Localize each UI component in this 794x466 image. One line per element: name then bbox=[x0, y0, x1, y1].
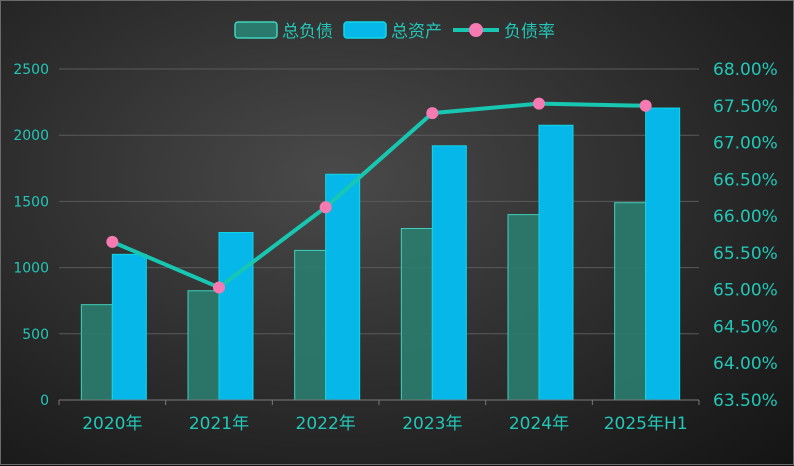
bar-liability bbox=[400, 228, 433, 401]
point-ratio bbox=[106, 235, 119, 248]
bar-asset bbox=[645, 107, 681, 401]
y-left-tick-label: 500 bbox=[22, 327, 49, 343]
y-right-tick-label: 64.00% bbox=[713, 354, 778, 374]
bar-liability bbox=[294, 249, 327, 401]
y-right-tick-label: 66.50% bbox=[713, 170, 778, 190]
legend-swatch-asset bbox=[343, 21, 387, 39]
axis-layer: 0 500 1000 1500 2000 2500 63.50% 64.00% 64.50% 65… bbox=[13, 60, 777, 434]
y-right-tick-label: 67.00% bbox=[713, 134, 778, 154]
y-right-tick-label: 66.00% bbox=[713, 207, 778, 227]
bar-liability bbox=[614, 202, 647, 401]
bar-liability bbox=[80, 304, 113, 401]
y-left-tick-label: 2500 bbox=[13, 62, 49, 78]
legend-label-liability: 总负债 bbox=[282, 22, 333, 42]
point-ratio bbox=[213, 281, 225, 294]
bar-asset bbox=[218, 232, 254, 401]
bar-asset bbox=[325, 173, 361, 401]
y-right-tick-label: 65.00% bbox=[713, 281, 778, 301]
y-right-tick-label: 64.50% bbox=[713, 317, 778, 337]
bar-liability bbox=[187, 290, 220, 401]
y-right-tick-label: 67.50% bbox=[713, 97, 778, 117]
point-ratio bbox=[639, 99, 652, 112]
line-layer bbox=[106, 97, 652, 294]
legend-label-asset: 总资产 bbox=[391, 22, 442, 42]
point-ratio bbox=[426, 107, 439, 120]
y-left-tick-label: 1500 bbox=[13, 194, 49, 210]
x-tick-label: 2022年 bbox=[296, 414, 356, 434]
x-tick-label: 2021年 bbox=[189, 414, 249, 434]
x-tick-label: 2023年 bbox=[402, 414, 462, 434]
bar-asset bbox=[538, 124, 574, 401]
line-ratio bbox=[111, 101, 646, 290]
y-left-tick-label: 2000 bbox=[13, 128, 49, 144]
y-left-tick-label: 1000 bbox=[13, 261, 49, 277]
point-ratio bbox=[533, 97, 545, 110]
legend: 总负债 总资产 负债率 bbox=[234, 21, 555, 42]
bar-liability bbox=[507, 214, 540, 401]
grid-layer bbox=[59, 68, 699, 335]
point-ratio bbox=[319, 201, 332, 214]
x-tick-label: 2020年 bbox=[82, 414, 142, 434]
bar-asset bbox=[431, 145, 467, 401]
bar-asset bbox=[111, 253, 147, 401]
y-right-tick-label: 63.50% bbox=[713, 391, 778, 411]
y-right-tick-label: 65.50% bbox=[713, 244, 778, 264]
legend-marker-ratio bbox=[469, 23, 483, 37]
legend-swatch-liability bbox=[234, 21, 278, 39]
legend-label-ratio: 负债率 bbox=[504, 22, 555, 42]
bar-layer bbox=[80, 107, 681, 401]
y-right-tick-label: 68.00% bbox=[713, 60, 778, 80]
y-left-tick-label: 0 bbox=[40, 393, 49, 409]
x-tick-label: 2024年 bbox=[509, 414, 569, 434]
x-tick-label: 2025年H1 bbox=[604, 414, 688, 434]
